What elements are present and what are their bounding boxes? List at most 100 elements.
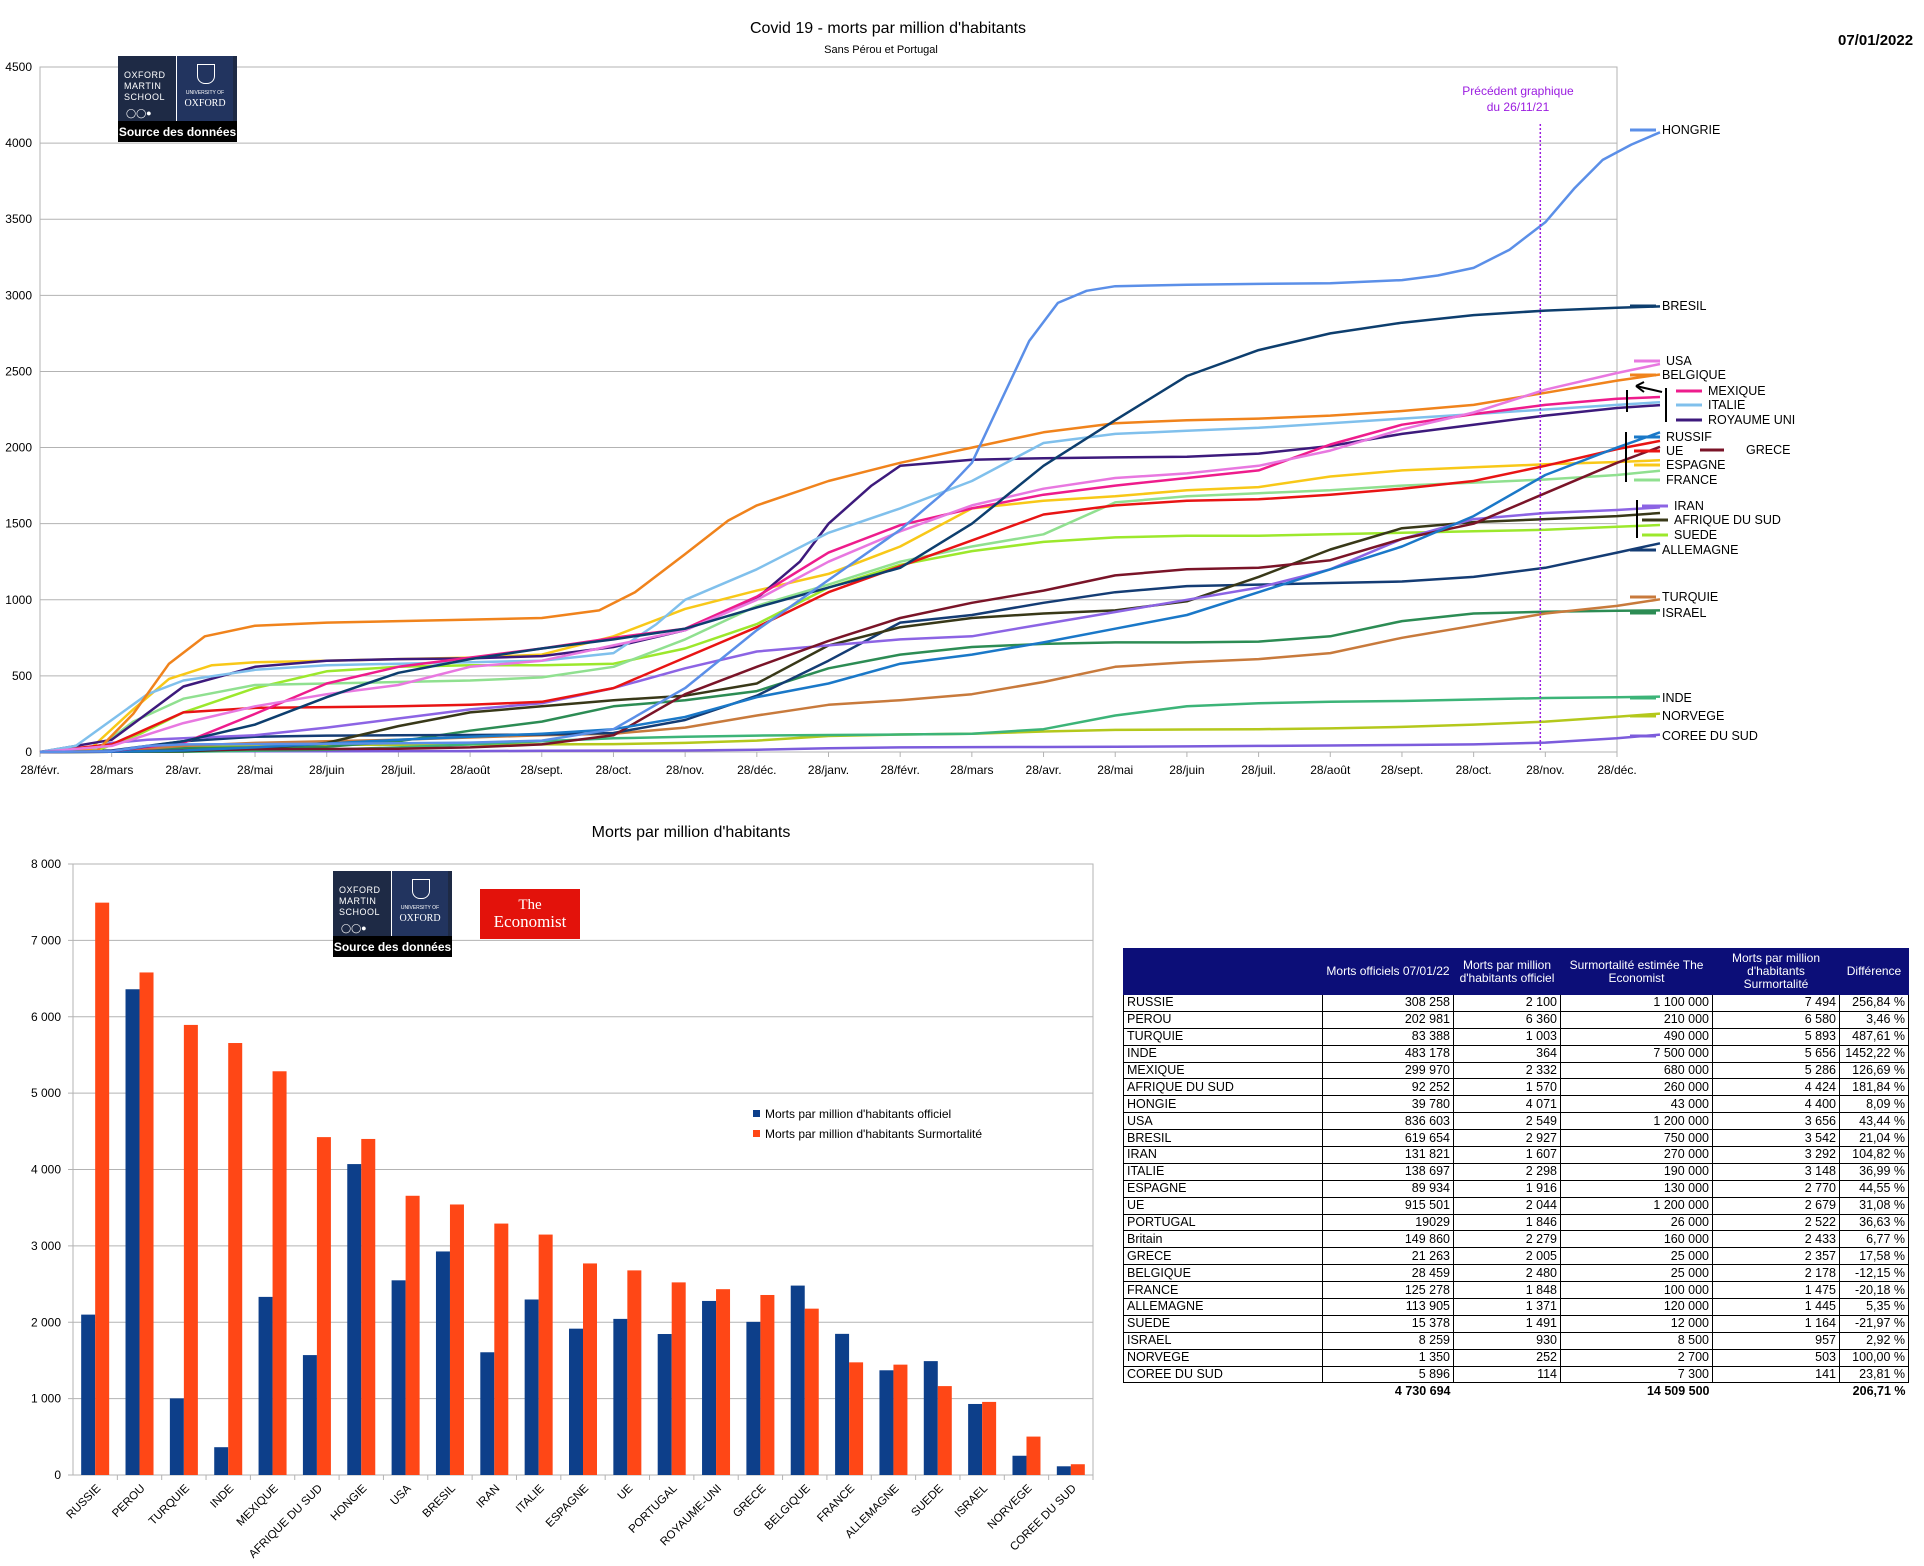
table-cell-value: 7 300 xyxy=(1560,1365,1713,1384)
bar-x-tick-label: GRECE xyxy=(731,1482,769,1520)
table-cell-value: 252 xyxy=(1453,1348,1561,1367)
table-row: ITALIE 138 697 2 298 190 000 3 148 36,99 % xyxy=(1123,1162,1909,1181)
bar-surmortalite xyxy=(405,1195,420,1475)
table-cell-value: 8,09 % xyxy=(1839,1095,1909,1114)
oxford-text: OXFORD xyxy=(184,98,226,109)
line-x-tick-label: 28/juil. xyxy=(381,763,416,777)
table-cell-value: 1 200 000 xyxy=(1560,1112,1713,1131)
table-cell-value: 2 044 xyxy=(1453,1196,1561,1215)
bar-surmortalite xyxy=(95,902,110,1475)
table-cell-value: 4 400 xyxy=(1712,1095,1840,1114)
table-cell-value: 2 357 xyxy=(1712,1247,1840,1266)
table-cell-value: 141 xyxy=(1712,1365,1840,1384)
table-row: ESPAGNE 89 934 1 916 130 000 2 770 44,55 % xyxy=(1123,1179,1909,1198)
bar-x-tick-label: BELGIQUE xyxy=(763,1482,813,1532)
oxford-crest-icon-2 xyxy=(412,879,430,899)
table-cell-value: 1 100 000 xyxy=(1560,994,1713,1012)
table-cell-value: 2,92 % xyxy=(1839,1331,1909,1350)
table-row: BRESIL 619 654 2 927 750 000 3 542 21,04 % xyxy=(1123,1129,1909,1148)
table-cell-value: 3,46 % xyxy=(1839,1010,1909,1029)
bar-x-tick-label: ISRAEL xyxy=(953,1482,991,1520)
table-cell-value: 1 846 xyxy=(1453,1213,1561,1232)
line-x-tick-label: 28/mars xyxy=(90,763,133,777)
previous-chart-label-1: Précédent graphique xyxy=(1462,84,1574,98)
line-series-italie xyxy=(39,400,1661,754)
table-cell-value: 2 298 xyxy=(1453,1162,1561,1181)
bar-x-tick-label: ITALIE xyxy=(514,1482,547,1515)
table-cell-value: 6,77 % xyxy=(1839,1230,1909,1249)
table-cell-country: ISRAEL xyxy=(1123,1331,1323,1350)
table-cell-value: 89 934 xyxy=(1322,1179,1454,1198)
table-cell-value: 7 500 000 xyxy=(1560,1044,1713,1063)
table-cell-value: 15 378 xyxy=(1322,1314,1454,1333)
table-cell-country: ITALIE xyxy=(1123,1162,1323,1181)
legend-label-belgique: BELGIQUE xyxy=(1662,368,1726,382)
bar-officiel xyxy=(923,1361,938,1475)
table-cell-value: 2 679 xyxy=(1712,1196,1840,1215)
university-of-text: UNIVERSITY OF xyxy=(185,90,225,96)
oxford-crest-icon xyxy=(197,64,215,84)
table-cell-value: 25 000 xyxy=(1560,1264,1713,1283)
table-cell-country: FRANCE xyxy=(1123,1281,1323,1300)
table-cell-value: 92 252 xyxy=(1322,1078,1454,1097)
table-cell-value: 490 000 xyxy=(1560,1027,1713,1046)
line-x-tick-label: 28/mars xyxy=(950,763,993,777)
table-total-cell xyxy=(1713,1383,1840,1399)
logo-toggle-icon: ◯◯● xyxy=(126,108,152,118)
line-chart: Covid 19 - morts par million d'habitants… xyxy=(5,20,1795,777)
table-cell-value: 1 164 xyxy=(1712,1314,1840,1333)
table-cell-value: 1 491 xyxy=(1453,1314,1561,1333)
table-cell-country: TURQUIE xyxy=(1123,1027,1323,1046)
bar-surmortalite xyxy=(494,1223,509,1475)
bar-officiel xyxy=(391,1280,406,1475)
bar-surmortalite xyxy=(804,1308,819,1475)
table-cell-country: MEXIQUE xyxy=(1123,1061,1323,1080)
bar-x-tick-label: NORVEGE xyxy=(986,1482,1035,1531)
bar-x-tick-label: FRANCE xyxy=(815,1482,857,1524)
bar-surmortalite xyxy=(982,1401,997,1475)
line-series-espagne xyxy=(39,459,1661,754)
line-y-tick-label: 2500 xyxy=(5,364,32,378)
table-cell-value: 39 780 xyxy=(1322,1095,1454,1114)
legend-label-mexique: MEXIQUE xyxy=(1708,384,1766,398)
table-cell-value: 113 905 xyxy=(1322,1298,1454,1316)
bar-surmortalite xyxy=(228,1043,243,1475)
bar-surmortalite xyxy=(893,1364,908,1475)
bar-officiel xyxy=(480,1352,495,1475)
legend-label-suede: SUEDE xyxy=(1674,528,1717,542)
bar-legend-swatch xyxy=(753,1110,760,1117)
line-y-tick-label: 4500 xyxy=(5,60,32,74)
table-cell-country: RUSSIE xyxy=(1123,994,1323,1012)
table-cell-value: 2 927 xyxy=(1453,1129,1561,1148)
bar-x-tick-label: UE xyxy=(616,1482,636,1502)
bar-officiel xyxy=(81,1314,96,1475)
table-header-row: Morts officiels 07/01/22 Morts par milli… xyxy=(1123,948,1909,995)
bar-surmortalite xyxy=(583,1263,597,1475)
economist-logo: The Economist xyxy=(480,889,580,939)
oxford-university-block: UNIVERSITY OF OXFORD xyxy=(176,56,233,122)
table-cell-country: PORTUGAL xyxy=(1123,1213,1323,1232)
line-series-israel xyxy=(39,609,1661,754)
source-label-2: Source des données xyxy=(333,936,452,957)
table-row: FRANCE 125 278 1 848 100 000 1 475 -20,18 % xyxy=(1123,1281,1909,1300)
table-cell-value: 125 278 xyxy=(1322,1281,1454,1300)
report-date: 07/01/2022 xyxy=(1838,32,1914,49)
line-series-belgique xyxy=(39,373,1661,754)
legend-label-usa: USA xyxy=(1666,354,1692,368)
table-cell-value: 260 000 xyxy=(1560,1078,1713,1097)
table-cell-value: 299 970 xyxy=(1322,1061,1454,1080)
table-cell-value: -12,15 % xyxy=(1839,1264,1909,1283)
table-row: NORVEGE 1 350 252 2 700 503 100,00 % xyxy=(1123,1348,1909,1367)
economist-logo-line1: The xyxy=(518,897,542,913)
legend-label-france: FRANCE xyxy=(1666,473,1717,487)
table-cell-value: 6 580 xyxy=(1712,1010,1840,1029)
bar-officiel xyxy=(214,1447,229,1475)
table-cell-value: 28 459 xyxy=(1322,1264,1454,1283)
table-header-difference: Différence xyxy=(1839,948,1909,995)
bar-officiel xyxy=(613,1318,628,1475)
table-cell-value: 23,81 % xyxy=(1839,1365,1909,1384)
line-x-tick-label: 28/avr. xyxy=(1026,763,1062,777)
bar-officiel xyxy=(125,989,140,1475)
bar-surmortalite xyxy=(183,1024,198,1475)
bar-officiel xyxy=(746,1321,761,1475)
